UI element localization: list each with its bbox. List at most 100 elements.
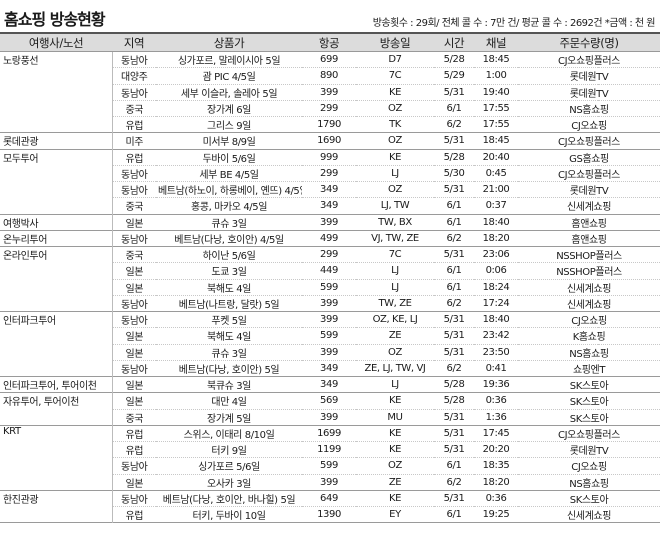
cell-airline: ZE bbox=[356, 327, 434, 345]
cell-product: 홍콩, 마카오 4/5일 bbox=[156, 197, 302, 215]
cell-date: 6/2 bbox=[434, 360, 474, 378]
cell-region: 일본 bbox=[112, 392, 156, 410]
cell-price: 299 bbox=[302, 165, 356, 183]
cell-product: 베트남(다낭, 호이안) 4/5일 bbox=[156, 229, 302, 248]
cell-product: 스위스, 이태리 8/10일 bbox=[156, 424, 302, 443]
cell-channel: 홈앤쇼핑 bbox=[518, 213, 661, 231]
cell-channel: 쇼핑엔T bbox=[518, 360, 661, 378]
cell-price: 1690 bbox=[302, 132, 356, 150]
cell-agency: 노랑풍선 bbox=[0, 50, 113, 134]
cell-price: 399 bbox=[302, 84, 356, 101]
cell-time: 18:40 bbox=[474, 213, 518, 231]
cell-product: 세부 이슬라, 솔레아 5일 bbox=[156, 84, 302, 101]
cell-time: 0:36 bbox=[474, 392, 518, 410]
cell-channel: 롯데원TV bbox=[518, 441, 661, 459]
cell-date: 6/1 bbox=[434, 506, 474, 524]
cell-date: 6/1 bbox=[434, 100, 474, 118]
cell-region: 동남아 bbox=[112, 360, 156, 378]
cell-date: 5/31 bbox=[434, 409, 474, 426]
cell-airline: LJ bbox=[356, 262, 434, 280]
cell-product: 북큐슈 3일 bbox=[156, 375, 302, 394]
cell-product: 터키, 두바이 10일 bbox=[156, 506, 302, 524]
header-date: 시간 bbox=[434, 32, 474, 52]
cell-airline: KE bbox=[356, 489, 434, 508]
cell-region: 일본 bbox=[112, 213, 156, 231]
cell-price: 299 bbox=[302, 245, 356, 264]
cell-price: 599 bbox=[302, 327, 356, 345]
cell-region: 유럽 bbox=[112, 148, 156, 166]
cell-channel: 홈앤쇼핑 bbox=[518, 229, 661, 248]
cell-price: 399 bbox=[302, 344, 356, 361]
header-product: 상품가 bbox=[156, 32, 302, 52]
cell-region: 일본 bbox=[112, 474, 156, 491]
cell-airline: TW, BX bbox=[356, 213, 434, 231]
cell-channel: NS홈쇼핑 bbox=[518, 474, 661, 491]
cell-product: 베트남(나트랑, 달랏) 5일 bbox=[156, 295, 302, 313]
header-region: 지역 bbox=[112, 32, 156, 52]
cell-date: 6/2 bbox=[434, 295, 474, 313]
cell-time: 17:55 bbox=[474, 100, 518, 118]
cell-product: 북해도 4일 bbox=[156, 327, 302, 345]
cell-channel: CJ오쇼핑플러스 bbox=[518, 132, 661, 150]
cell-product: 오사카 3일 bbox=[156, 474, 302, 491]
header-channel: 주문수량(명) bbox=[518, 32, 661, 52]
header-price: 항공 bbox=[302, 32, 356, 52]
cell-airline: KE bbox=[356, 441, 434, 459]
cell-product: 큐슈 3일 bbox=[156, 344, 302, 361]
cell-channel: 신세계쇼핑 bbox=[518, 295, 661, 313]
table-row: 동남아 베트남(나트랑, 달랏) 5일 399 TW, ZE 6/2 17:24 신세계쇼핑… bbox=[0, 295, 661, 313]
cell-time: 18:20 bbox=[474, 229, 518, 248]
cell-date: 5/31 bbox=[434, 181, 474, 199]
cell-price: 999 bbox=[302, 148, 356, 166]
cell-date: 6/1 bbox=[434, 197, 474, 215]
cell-date: 5/31 bbox=[434, 344, 474, 361]
cell-region: 동남아 bbox=[112, 50, 156, 69]
cell-region: 중국 bbox=[112, 197, 156, 215]
cell-region: 일본 bbox=[112, 327, 156, 345]
cell-time: 23:50 bbox=[474, 344, 518, 361]
cell-airline: OZ, KE, LJ bbox=[356, 310, 434, 329]
cell-region: 동남아 bbox=[112, 295, 156, 313]
cell-price: 890 bbox=[302, 67, 356, 85]
cell-price: 599 bbox=[302, 279, 356, 296]
cell-channel: CJ오쇼핑 bbox=[518, 457, 661, 475]
cell-region: 유럽 bbox=[112, 116, 156, 134]
cell-date: 5/31 bbox=[434, 441, 474, 459]
table-row: 동남아 베트남(다낭, 호이안) 5일 349 ZE, LJ, TW, VJ 6/2 0:… bbox=[0, 360, 661, 378]
cell-product: 베트남(하노이, 하롱베이, 옌뜨) 4/5일 bbox=[156, 181, 302, 199]
cell-date: 5/31 bbox=[434, 245, 474, 264]
cell-date: 6/1 bbox=[434, 262, 474, 280]
summary-text: 방송횟수 : 29회/ 전체 콜 수 : 7만 건/ 평균 콜 수 : 2692… bbox=[372, 18, 656, 29]
cell-region: 유럽 bbox=[112, 441, 156, 459]
cell-date: 5/28 bbox=[434, 148, 474, 166]
cell-time: 20:20 bbox=[474, 441, 518, 459]
cell-price: 1390 bbox=[302, 506, 356, 524]
cell-agency: 인터파크투어, 투어이천 bbox=[0, 375, 113, 394]
cell-channel: CJ오쇼핑 bbox=[518, 116, 661, 134]
cell-price: 499 bbox=[302, 229, 356, 248]
cell-time: 21:00 bbox=[474, 181, 518, 199]
cell-price: 399 bbox=[302, 213, 356, 231]
cell-time: 17:55 bbox=[474, 116, 518, 134]
cell-time: 1:36 bbox=[474, 409, 518, 426]
cell-date: 5/30 bbox=[434, 165, 474, 183]
cell-channel: NSSHOP플러스 bbox=[518, 262, 661, 280]
cell-agency: 여행박사 bbox=[0, 213, 113, 231]
header-agency: 여행사/노선 bbox=[0, 32, 112, 52]
cell-date: 5/31 bbox=[434, 84, 474, 101]
cell-airline: OZ bbox=[356, 132, 434, 150]
cell-price: 699 bbox=[302, 50, 356, 69]
cell-region: 동남아 bbox=[112, 310, 156, 329]
cell-channel: SK스토아 bbox=[518, 489, 661, 508]
cell-time: 18:45 bbox=[474, 50, 518, 69]
cell-date: 5/31 bbox=[434, 424, 474, 443]
cell-channel: CJ오쇼핑 bbox=[518, 310, 661, 329]
cell-channel: CJ오쇼핑플러스 bbox=[518, 424, 661, 443]
